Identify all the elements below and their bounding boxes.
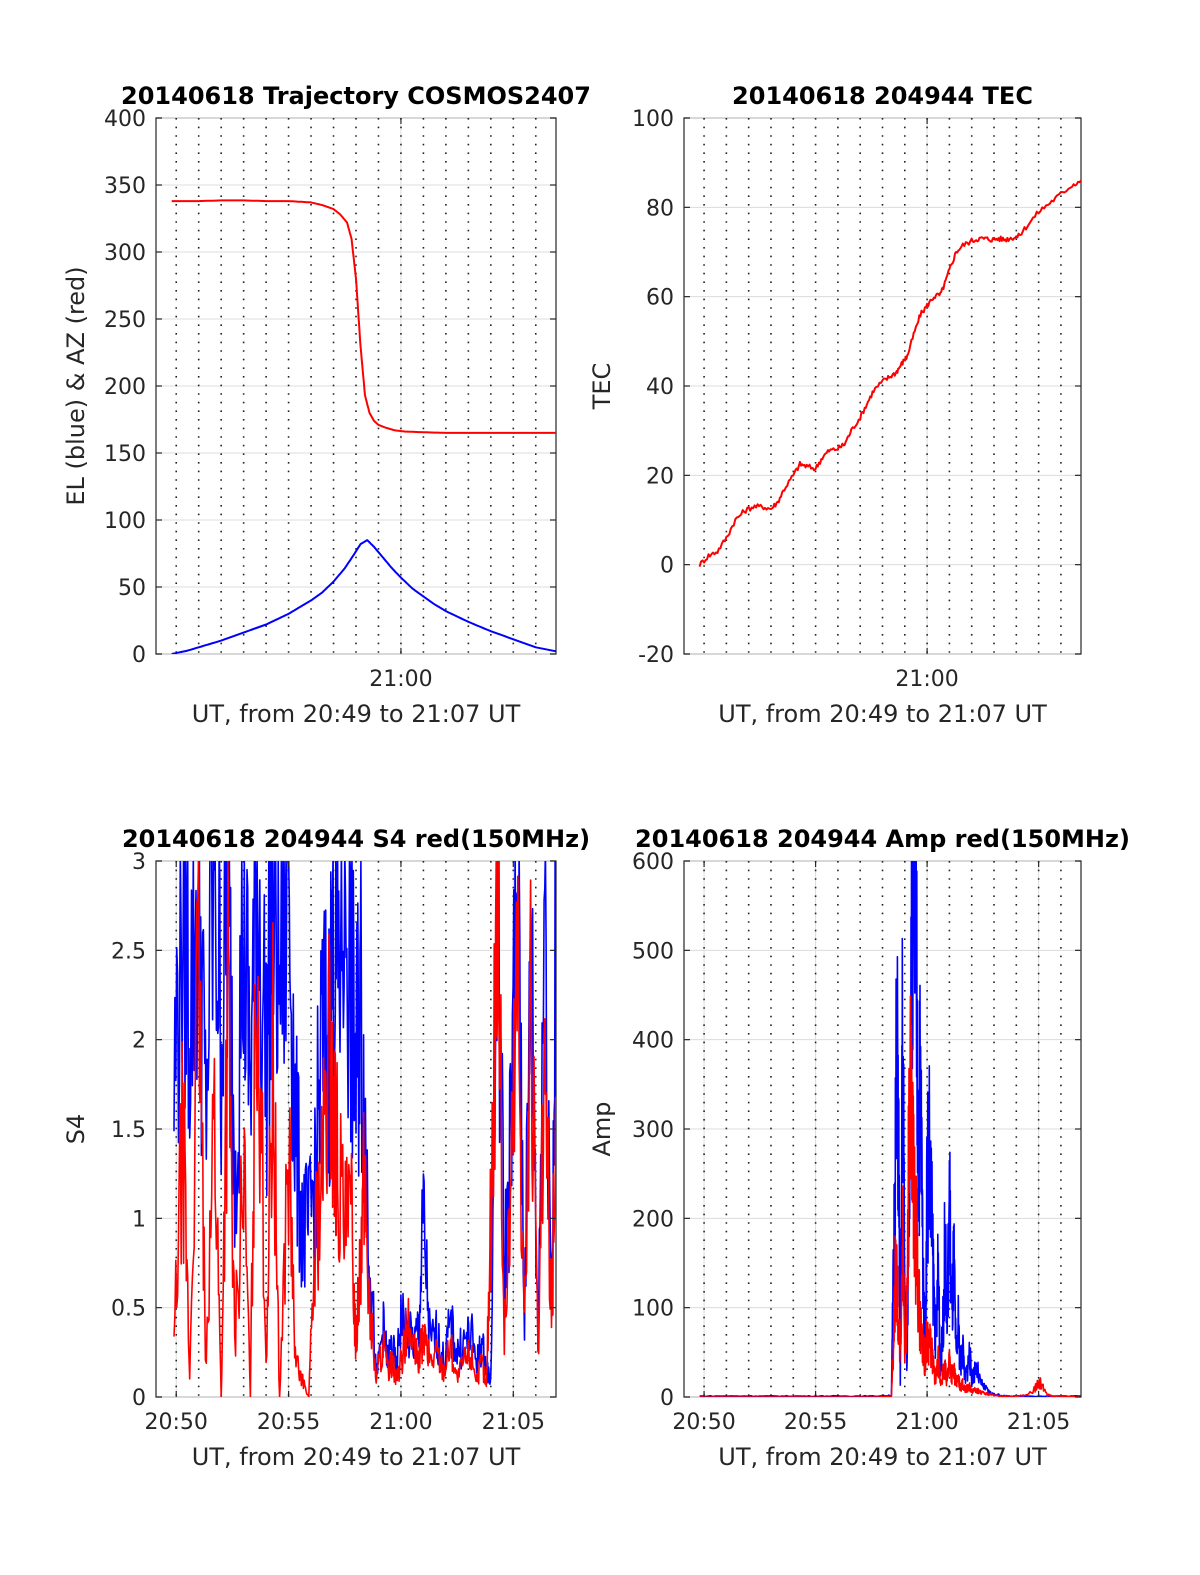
s4-xtick-label-0: 20:50	[145, 1410, 208, 1435]
trajectory-ticks: 0 50 100 150 200 250 300 350 400 21:00	[104, 107, 556, 692]
tec-ytick-label-3: 40	[646, 375, 674, 400]
amp-ytick-label-5: 500	[632, 939, 674, 964]
amp-xtick-label-0: 20:50	[672, 1410, 735, 1435]
amp-xtick-label-2: 21:00	[895, 1410, 958, 1435]
s4-ytick-label-2: 1	[132, 1207, 146, 1232]
trajectory-series-1	[171, 539, 556, 654]
amp-series	[699, 861, 1081, 1397]
s4-xtick-label-3: 21:05	[482, 1410, 545, 1435]
amp-ytick-label-3: 300	[632, 1118, 674, 1143]
tec-ticks: -20 0 20 40 60 80 100 21:00	[632, 107, 1081, 692]
trajectory-ytick-label-6: 300	[104, 241, 146, 266]
amp-ytick-label-0: 0	[660, 1386, 674, 1411]
trajectory-ylabel: EL (blue) & AZ (red)	[62, 266, 90, 505]
s4-xtick-label-1: 20:55	[257, 1410, 320, 1435]
amp-xlabel: UT, from 20:49 to 21:07 UT	[718, 1443, 1047, 1471]
amp-grid	[684, 860, 1081, 1398]
tec-grid	[684, 117, 1081, 655]
trajectory-xlabel: UT, from 20:49 to 21:07 UT	[192, 700, 521, 728]
amp-xtick-label-3: 21:05	[1007, 1410, 1070, 1435]
trajectory-panel: 0 50 100 150 200 250 300 350 400 21:00 20140618 T…	[62, 82, 591, 728]
trajectory-ytick-label-1: 50	[118, 576, 146, 601]
trajectory-xtick-label-0: 21:00	[369, 667, 432, 692]
tec-ytick-label-0: -20	[638, 643, 674, 668]
trajectory-series-0	[171, 199, 556, 434]
tec-ytick-label-2: 20	[646, 464, 674, 489]
s4-ytick-label-5: 2.5	[111, 939, 146, 964]
amp-ytick-label-1: 100	[632, 1297, 674, 1322]
amp-title: 20140618 204944 Amp red(150MHz)	[635, 825, 1130, 853]
tec-title: 20140618 204944 TEC	[732, 82, 1033, 110]
trajectory-ytick-label-8: 400	[104, 107, 146, 132]
trajectory-series	[171, 199, 556, 654]
s4-series	[173, 861, 556, 1397]
tec-ytick-label-1: 0	[660, 554, 674, 579]
trajectory-ytick-label-3: 150	[104, 442, 146, 467]
s4-xlabel: UT, from 20:49 to 21:07 UT	[192, 1443, 521, 1471]
trajectory-title: 20140618 Trajectory COSMOS2407	[121, 82, 591, 110]
tec-xlabel: UT, from 20:49 to 21:07 UT	[718, 700, 1047, 728]
trajectory-ytick-label-4: 200	[104, 375, 146, 400]
tec-ytick-label-5: 80	[646, 196, 674, 221]
trajectory-grid	[156, 117, 556, 655]
amp-series-1	[699, 995, 1081, 1397]
amp-ticks: 0 100 200 300 400 500 600 20:50 20:55 21:00 21:05	[632, 850, 1081, 1435]
s4-xtick-label-2: 21:00	[369, 1410, 432, 1435]
amp-series-0	[699, 861, 1081, 1397]
amp-ytick-label-6: 600	[632, 850, 674, 875]
s4-title: 20140618 204944 S4 red(150MHz)	[122, 825, 590, 853]
s4-ytick-label-6: 3	[132, 850, 146, 875]
trajectory-ytick-label-0: 0	[132, 643, 146, 668]
s4-series-1	[173, 861, 556, 1397]
trajectory-ytick-label-5: 250	[104, 308, 146, 333]
amp-ylabel: Amp	[588, 1101, 616, 1156]
amp-xtick-label-1: 20:55	[784, 1410, 847, 1435]
amp-ytick-label-4: 400	[632, 1029, 674, 1054]
s4-panel: 0 0.5 1 1.5 2 2.5 3 20:50 20:55 21:00 21:05 201406…	[62, 825, 590, 1471]
tec-panel: -20 0 20 40 60 80 100 21:00 20140618 204944 TEC…	[588, 82, 1082, 728]
tec-xtick-label-0: 21:00	[895, 667, 958, 692]
trajectory-ytick-label-2: 100	[104, 509, 146, 534]
amp-ytick-label-2: 200	[632, 1207, 674, 1232]
tec-series	[698, 179, 1081, 567]
trajectory-ytick-label-7: 350	[104, 174, 146, 199]
tec-ytick-label-6: 100	[632, 107, 674, 132]
s4-ytick-label-1: 0.5	[111, 1297, 146, 1322]
tec-ytick-label-4: 60	[646, 286, 674, 311]
tec-ylabel: TEC	[588, 363, 616, 411]
s4-ytick-label-3: 1.5	[111, 1118, 146, 1143]
s4-ytick-label-0: 0	[132, 1386, 146, 1411]
s4-ticks: 0 0.5 1 1.5 2 2.5 3 20:50 20:55 21:00 21:05	[111, 850, 556, 1435]
s4-ylabel: S4	[62, 1114, 90, 1145]
tec-series-0	[698, 179, 1081, 567]
s4-ytick-label-4: 2	[132, 1029, 146, 1054]
